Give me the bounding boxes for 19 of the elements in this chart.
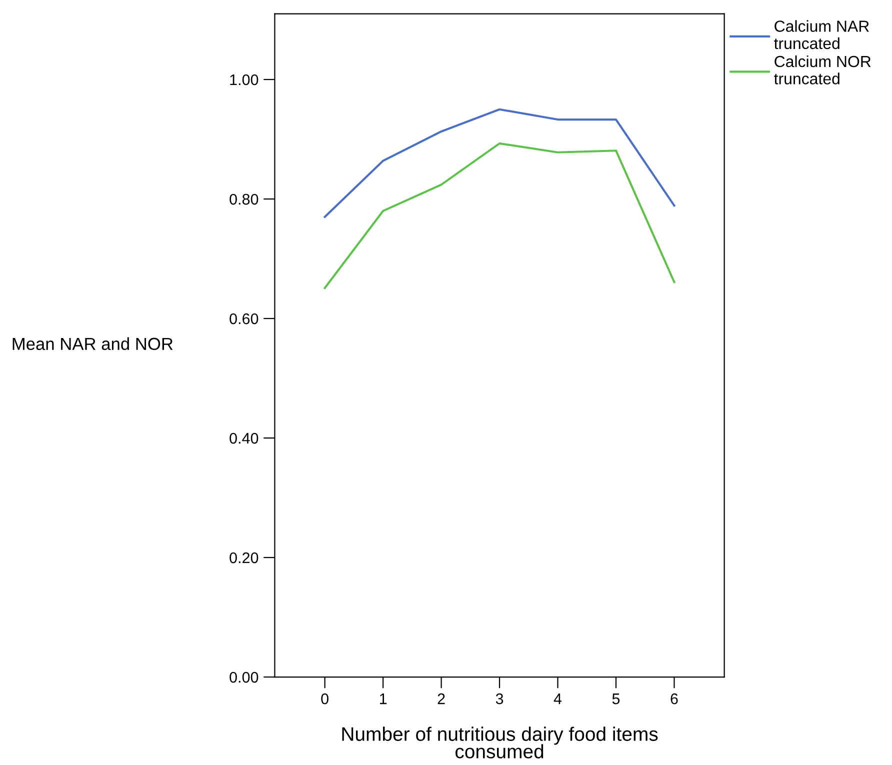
- x-tick-label: 0: [321, 693, 328, 704]
- legend-label: Calcium NOR truncated: [774, 55, 871, 84]
- x-tick-label: 3: [496, 693, 504, 704]
- x-tick-label: 4: [554, 694, 562, 704]
- legend-label: Calcium NAR truncated: [774, 20, 869, 50]
- y-tick-label: 0.60: [230, 313, 258, 324]
- y-tick-label: 0.80: [230, 194, 258, 205]
- line-series: [324, 142, 676, 290]
- y-tick-label: 1.00: [230, 74, 258, 86]
- x-tick-label: 6: [670, 693, 678, 704]
- x-tick-label: 5: [612, 694, 620, 704]
- y-tick-label: 0.00: [230, 672, 258, 683]
- y-tick-label: 0.20: [230, 552, 258, 564]
- x-tick-label: 2: [438, 693, 445, 704]
- line-series: [324, 108, 676, 218]
- x-tick-label: 1: [380, 694, 387, 704]
- y-tick-label: 0.40: [230, 432, 258, 444]
- x-axis-title: Number of nutritious dairy food items consumed: [342, 726, 658, 758]
- y-axis-title: Mean NAR and NOR: [12, 337, 173, 350]
